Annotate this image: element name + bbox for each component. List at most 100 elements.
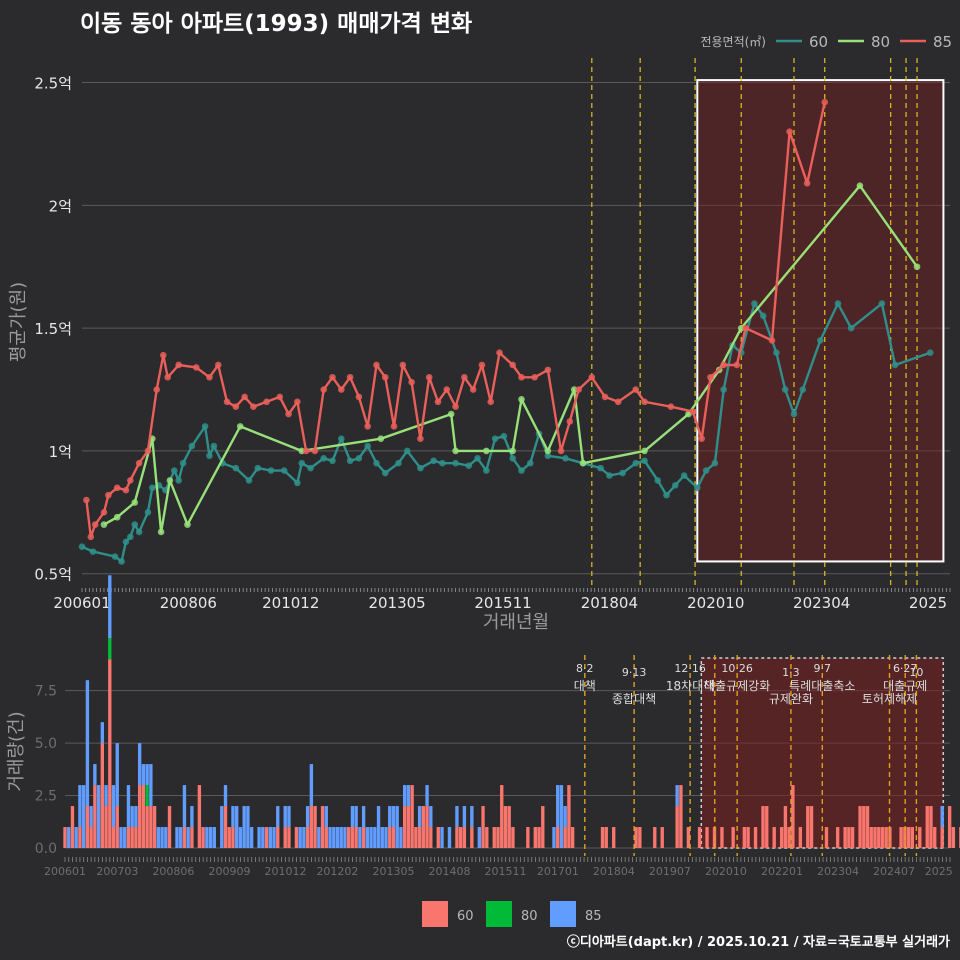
data-point-85 [381,373,389,381]
data-point-80 [452,447,459,455]
data-point-85 [544,366,552,374]
bar-60 [283,827,287,848]
bar-60 [634,827,638,848]
bar-x-tick-label: 202201 [761,865,803,878]
policy-date: 10 [909,666,923,679]
data-point-60 [500,432,508,440]
bar-85 [447,827,452,848]
bar-x-tick-label: 201511 [484,865,526,878]
bar-60 [309,806,314,848]
bar-x-tick-label: 200909 [208,865,250,878]
bar-85 [246,806,250,848]
data-point-60 [693,484,701,492]
bar-60 [425,806,429,848]
bar-60 [134,827,138,848]
bar-legend-swatch-85 [550,901,576,927]
data-point-60 [799,386,807,393]
data-point-60 [320,454,328,462]
bar-85 [223,785,228,807]
bar-60 [918,827,922,848]
data-point-85 [452,403,459,411]
bar-85 [343,827,347,848]
bar-60 [354,827,358,848]
bar-60 [141,785,146,848]
bar-85 [302,827,306,848]
data-point-80 [447,410,455,418]
bar-60 [462,827,467,848]
bar-60 [231,827,235,848]
bar-x-tick-label: 202407 [873,865,915,878]
bar-85 [354,806,358,828]
bar-85 [261,827,265,848]
data-point-60 [254,464,262,472]
bar-60 [951,827,956,848]
bar-85 [417,806,422,828]
bar-60 [276,827,280,848]
bar-85 [111,785,116,828]
data-point-60 [518,467,525,474]
bar-60 [933,827,937,848]
bar-60 [940,827,944,848]
bar-85 [391,806,396,828]
bar-60 [152,806,157,848]
bar-60 [115,806,119,848]
bar-y-tick-label: 7.5 [35,684,57,700]
bar-x-tick-label: 2025 [925,865,953,878]
bar-60 [78,827,82,848]
bar-60 [429,827,433,848]
bar-85 [149,764,153,807]
bar-60 [742,827,747,848]
bar-80 [108,638,112,660]
data-point-85 [175,361,182,369]
bar-x-tick-label: 201804 [593,865,635,878]
data-point-60 [381,469,389,477]
bar-85 [100,722,105,744]
bar-60 [455,827,459,848]
bar-60 [145,806,149,848]
bar-85 [96,785,101,848]
bar-60 [925,806,929,848]
bar-60 [873,827,877,848]
legend-label-85: 85 [933,33,952,51]
data-point-60 [131,521,139,528]
policy-date: 9·13 [622,666,647,679]
data-point-85 [232,403,240,411]
policy-label: 특례대출축소 [789,679,855,693]
bar-x-tick-label: 202304 [817,865,859,878]
data-point-60 [491,435,499,442]
data-point-85 [443,386,451,393]
data-point-85 [294,398,301,406]
data-point-60 [509,454,517,462]
bar-60 [787,827,791,848]
data-point-80 [518,396,525,403]
data-point-85 [338,386,345,393]
data-point-60 [654,477,662,484]
data-point-80 [166,477,174,484]
data-point-80 [579,459,587,467]
data-point-60 [201,423,209,430]
series-line-80 [103,184,918,534]
bar-60 [496,827,500,848]
bar-60 [485,827,489,848]
data-point-60 [118,558,125,565]
data-point-85 [496,349,503,356]
bar-60 [533,827,537,848]
bar-60 [765,806,769,848]
data-point-60 [562,454,569,462]
data-point-85 [707,373,714,381]
data-point-85 [575,386,582,393]
bar-60 [190,827,194,848]
data-point-60 [878,300,886,307]
bar-60 [761,806,765,848]
data-point-85 [122,486,130,494]
bar-85 [429,806,433,828]
bar-85 [365,827,370,848]
data-point-85 [469,386,477,393]
bar-85 [134,806,138,828]
bar-legend-label-60: 60 [457,909,474,924]
data-point-85 [557,447,565,455]
bar-60 [492,827,496,848]
data-point-80 [157,528,165,536]
data-point-80 [544,447,552,455]
